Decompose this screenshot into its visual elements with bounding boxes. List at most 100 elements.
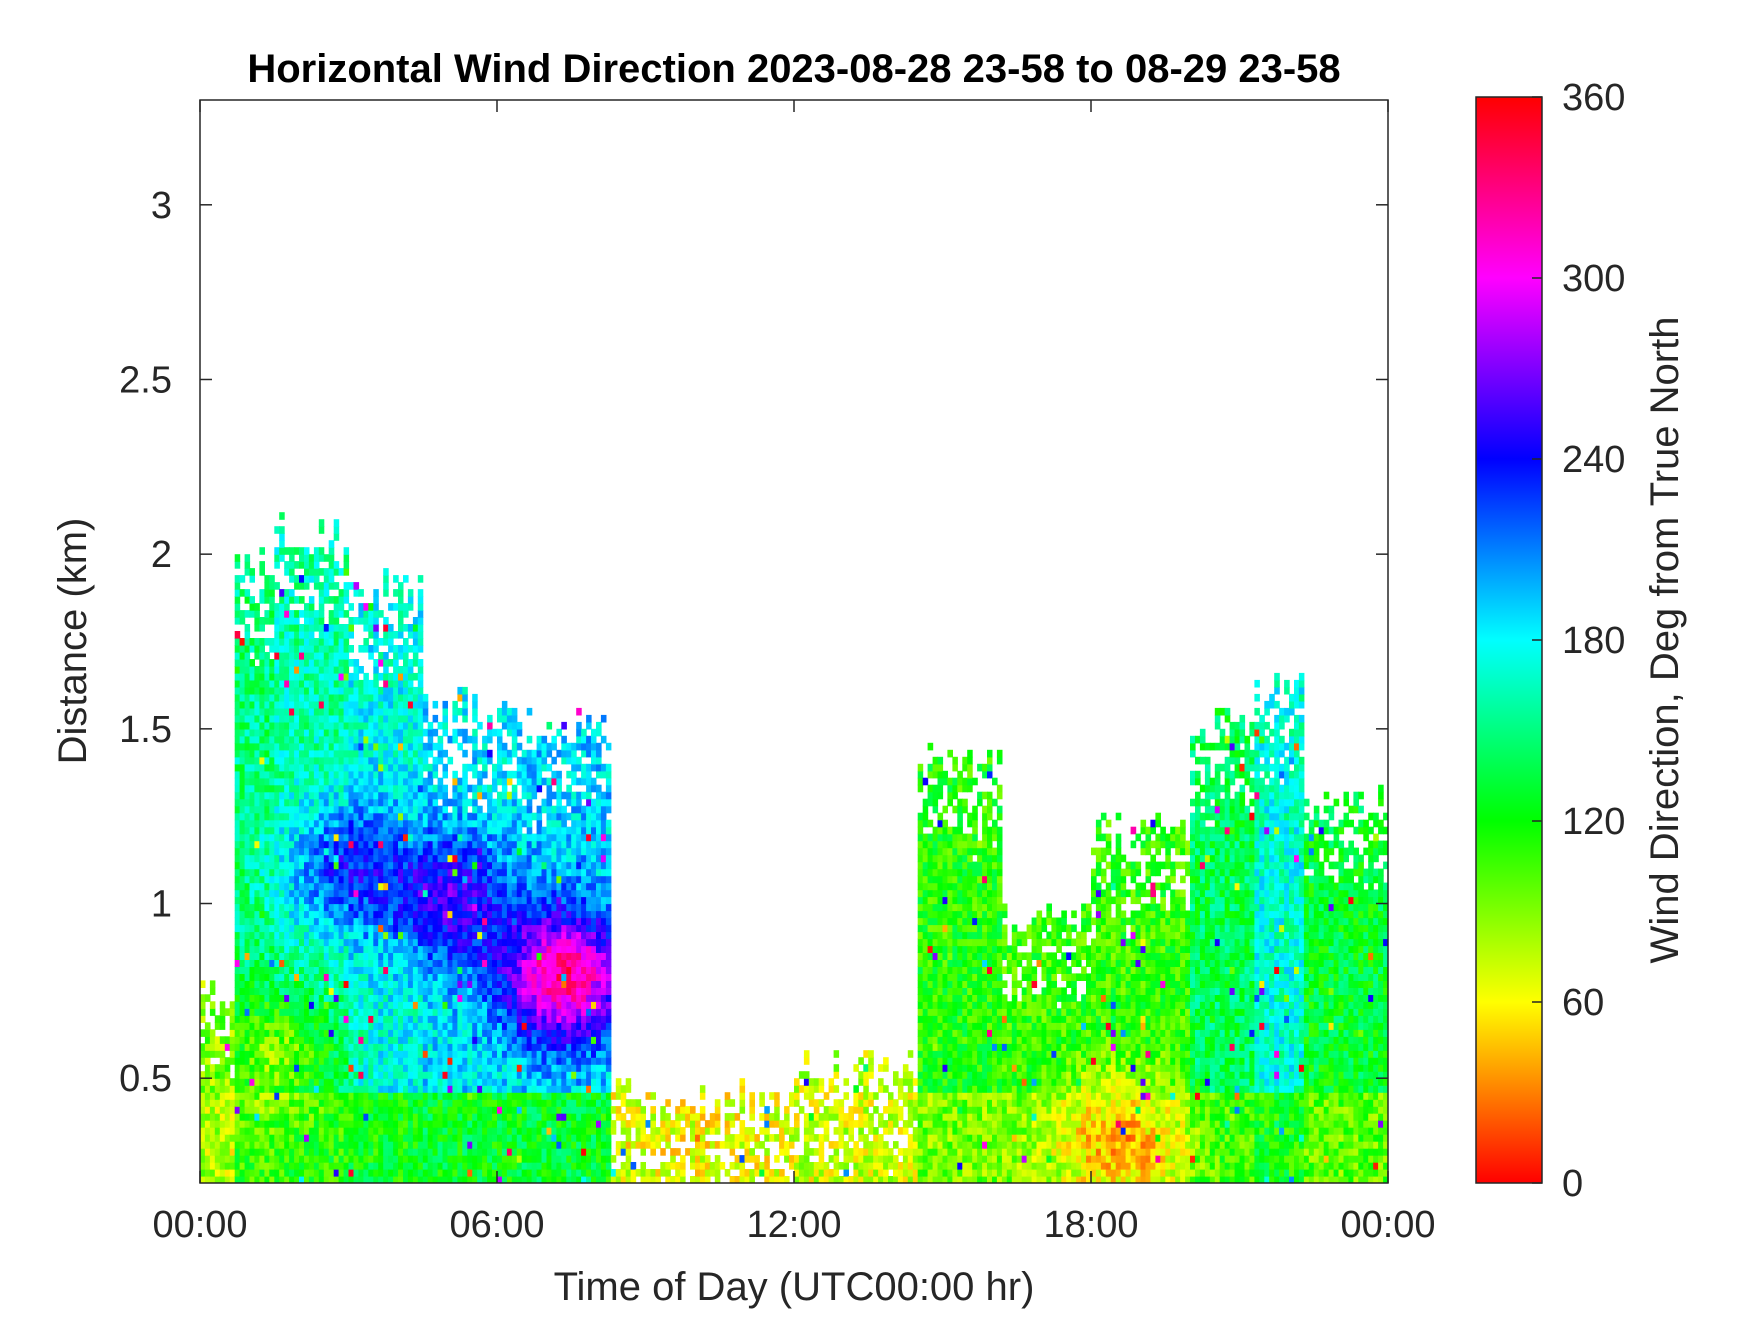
heatmap-cell: [378, 1015, 384, 1023]
heatmap-cell: [200, 1001, 206, 1009]
heatmap-cell: [274, 945, 280, 953]
heatmap-cell: [313, 1155, 320, 1163]
heatmap-cell: [541, 847, 548, 856]
heatmap-cell: [353, 1092, 360, 1100]
heatmap-cell: [432, 945, 439, 953]
heatmap-cell: [249, 596, 255, 604]
heatmap-cell: [358, 980, 364, 988]
heatmap-cell: [383, 1141, 389, 1149]
heatmap-cell: [304, 700, 310, 709]
heatmap-cell: [318, 679, 325, 688]
heatmap-cell: [269, 1050, 275, 1058]
heatmap-cell: [244, 596, 251, 604]
heatmap-cell: [284, 561, 290, 569]
heatmap-cell: [348, 959, 354, 967]
heatmap-cell: [318, 868, 325, 877]
heatmap-cell: [358, 645, 364, 653]
heatmap-cell: [442, 1113, 448, 1121]
heatmap-cell: [501, 756, 508, 765]
heatmap-cell: [531, 1106, 538, 1114]
heatmap-cell: [249, 1148, 255, 1156]
heatmap-cell: [264, 770, 270, 779]
heatmap-cell: [412, 714, 419, 723]
heatmap-cell: [284, 875, 290, 884]
heatmap-cell: [244, 561, 251, 569]
heatmap-cell: [333, 938, 340, 947]
heatmap-cell: [412, 749, 419, 758]
heatmap-cell: [501, 840, 508, 849]
heatmap-cell: [417, 1176, 424, 1183]
heatmap-cell: [467, 1050, 473, 1058]
heatmap-cell: [333, 924, 340, 933]
heatmap-cell: [328, 938, 335, 947]
heatmap-cell: [403, 1043, 409, 1051]
heatmap-cell: [506, 910, 513, 919]
heatmap-cell: [388, 1141, 394, 1149]
heatmap-cell: [318, 861, 325, 870]
heatmap-cell: [353, 1155, 360, 1163]
heatmap-cell: [452, 819, 458, 828]
heatmap-cell: [214, 1078, 221, 1086]
heatmap-cell: [299, 1015, 305, 1023]
heatmap-cell: [279, 812, 285, 821]
heatmap-cell: [442, 1064, 448, 1072]
heatmap-cell: [333, 910, 340, 919]
heatmap-cell: [383, 1078, 389, 1086]
heatmap-cell: [501, 931, 508, 940]
heatmap-cell: [447, 966, 454, 974]
heatmap-cell: [264, 1008, 270, 1016]
heatmap-cell: [531, 1092, 538, 1100]
heatmap-cell: [358, 784, 364, 793]
heatmap-cell: [536, 1141, 543, 1149]
heatmap-cell: [274, 679, 280, 688]
heatmap-cell: [536, 875, 543, 884]
heatmap-cell: [531, 1071, 538, 1079]
heatmap-cell: [289, 1057, 295, 1065]
heatmap-cell: [383, 1022, 389, 1030]
heatmap-cell: [526, 735, 533, 744]
heatmap-cell: [294, 917, 300, 926]
heatmap-cell: [487, 749, 493, 758]
heatmap-cell: [274, 819, 280, 828]
heatmap-cell: [373, 1029, 379, 1037]
heatmap-cell: [294, 805, 300, 814]
heatmap-cell: [284, 1127, 290, 1135]
heatmap-cell: [531, 966, 538, 974]
heatmap-cell: [452, 868, 458, 877]
heatmap-cell: [289, 1029, 295, 1037]
heatmap-cell: [511, 903, 518, 912]
heatmap-cell: [328, 903, 335, 912]
heatmap-cell: [308, 917, 315, 926]
heatmap-cell: [492, 1057, 498, 1065]
heatmap-cell: [368, 896, 374, 905]
heatmap-cell: [289, 742, 295, 751]
heatmap-cell: [358, 666, 364, 674]
heatmap-cell: [447, 840, 454, 849]
heatmap-cell: [368, 973, 374, 981]
heatmap-cell: [363, 868, 369, 877]
heatmap-cell: [437, 721, 444, 730]
heatmap-cell: [358, 700, 364, 709]
heatmap-cell: [244, 805, 251, 814]
heatmap-cell: [308, 833, 315, 842]
heatmap-cell: [323, 784, 330, 793]
heatmap-cell: [516, 1176, 523, 1183]
heatmap-cell: [546, 1015, 553, 1023]
heatmap-cell: [403, 728, 409, 737]
heatmap-cell: [398, 707, 404, 716]
heatmap-cell: [437, 847, 444, 856]
heatmap-cell: [304, 610, 310, 618]
heatmap-cell: [274, 1134, 280, 1142]
heatmap-cell: [279, 742, 285, 751]
heatmap-cell: [452, 875, 458, 884]
heatmap-cell: [299, 672, 305, 681]
heatmap-cell: [284, 1176, 290, 1183]
heatmap-cell: [393, 672, 399, 681]
heatmap-cell: [353, 931, 360, 940]
heatmap-cell: [373, 1176, 379, 1183]
heatmap-cell: [269, 931, 275, 940]
heatmap-cell: [477, 1134, 483, 1142]
heatmap-cell: [378, 861, 384, 870]
heatmap-cell: [299, 868, 305, 877]
heatmap-cell: [274, 889, 280, 898]
